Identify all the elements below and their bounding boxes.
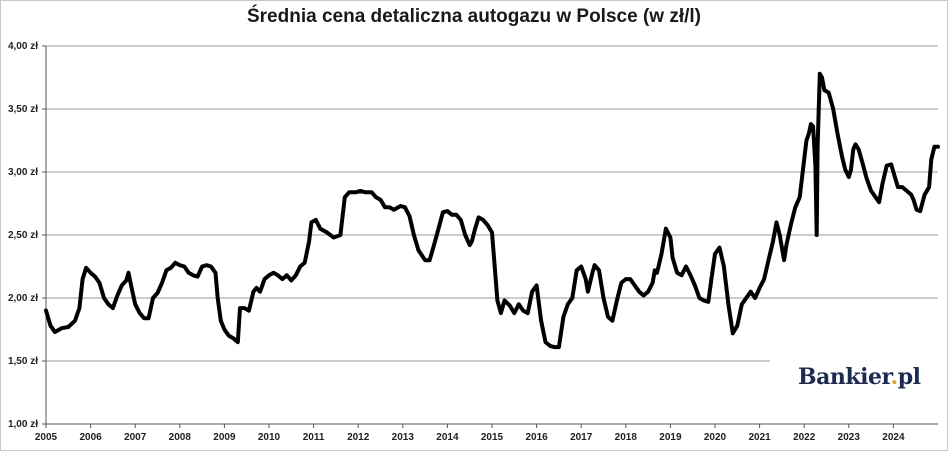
y-tick-label: 1,00 zł [8, 419, 38, 430]
x-tick-label: 2015 [481, 432, 504, 443]
x-axis-ticks: 2005 2006 2007 2008 2009 2010 2011 2012 2013 2014… [35, 424, 905, 443]
y-tick-label: 2,00 zł [8, 293, 38, 304]
x-tick-label: 2017 [570, 432, 593, 443]
axes [45, 46, 938, 425]
y-tick-label: 3,00 zł [8, 167, 38, 178]
x-tick-label: 2010 [258, 432, 281, 443]
chart-title: Średnia cena detaliczna autogazu w Polsc… [246, 6, 701, 27]
x-tick-label: 2018 [615, 432, 638, 443]
x-tick-label: 2005 [35, 432, 58, 443]
x-tick-label: 2007 [124, 432, 147, 443]
x-tick-label: 2011 [303, 432, 325, 443]
y-tick-label: 2,50 zł [8, 230, 38, 241]
y-tick-label: 3,50 zł [8, 104, 38, 115]
x-tick-label: 2006 [79, 432, 102, 443]
x-tick-label: 2008 [169, 432, 192, 443]
x-tick-label: 2022 [793, 432, 816, 443]
x-tick-label: 2021 [748, 432, 771, 443]
series-group [44, 71, 940, 350]
y-tick-label: 1,50 zł [8, 356, 38, 367]
x-tick-label: 2009 [213, 432, 236, 443]
y-axis-ticks: 1,00 zł 1,50 zł 2,00 zł 2,50 zł 3,00 zł 3,50 … [8, 41, 46, 430]
x-tick-label: 2024 [882, 432, 905, 443]
y-tick-label: 4,00 zł [8, 41, 38, 52]
x-tick-label: 2013 [392, 432, 415, 443]
x-tick-label: 2016 [525, 432, 548, 443]
x-tick-label: 2023 [838, 432, 861, 443]
x-tick-label: 2019 [659, 432, 682, 443]
x-tick-label: 2012 [347, 432, 370, 443]
x-tick-label: 2020 [704, 432, 727, 443]
x-tick-label: 2014 [436, 432, 459, 443]
bankier-logo: Bankier.pl [798, 364, 921, 390]
gridlines [46, 45, 938, 362]
series-line [44, 71, 940, 350]
